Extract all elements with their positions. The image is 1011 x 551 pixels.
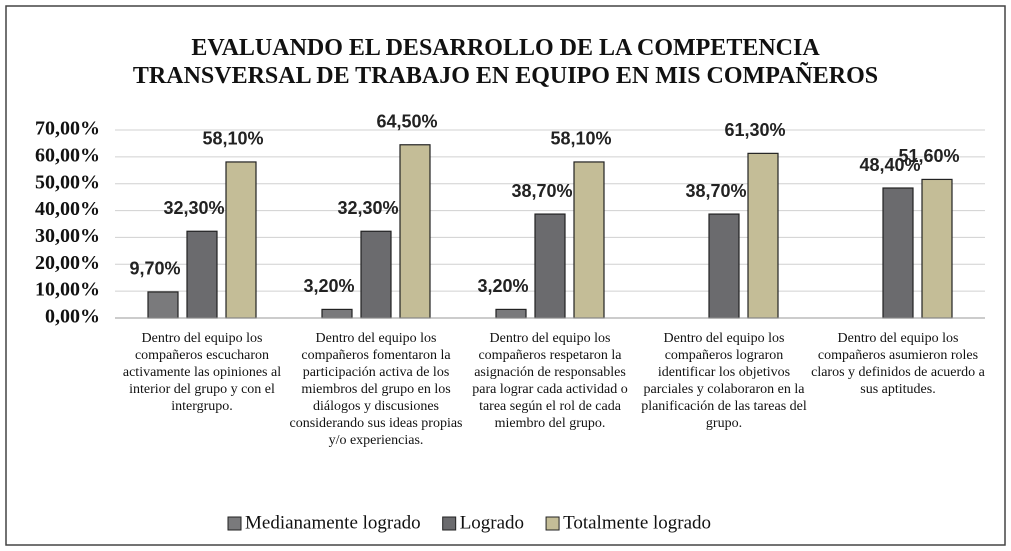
data-label: 32,30%	[163, 198, 224, 218]
legend-label: Logrado	[460, 512, 524, 533]
y-tick-label: 50,00%	[35, 171, 100, 193]
data-label: 32,30%	[337, 198, 398, 218]
x-tick-label: Dentro del equipo los compañeros lograro…	[641, 331, 807, 431]
data-label: 64,50%	[376, 112, 437, 132]
data-label: 3,20%	[303, 276, 354, 296]
bar	[225, 161, 257, 319]
x-tick-label: Dentro del equipo los compañeros respeta…	[472, 331, 628, 431]
bar	[321, 308, 353, 319]
x-tick-label: Dentro del equipo los compañeros escucha…	[122, 331, 282, 414]
chart-border	[5, 5, 1006, 546]
bar	[747, 152, 779, 319]
legend-label: Medianamente logrado	[245, 512, 421, 533]
bar	[186, 230, 218, 319]
data-label: 38,70%	[511, 181, 572, 201]
bar	[573, 161, 605, 319]
y-tick-label: 40,00%	[35, 198, 100, 220]
chart-title: EVALUANDO EL DESARROLLO DE LA COMPETENCI…	[132, 35, 879, 89]
bar	[921, 178, 953, 319]
bar	[360, 230, 392, 319]
data-label: 61,30%	[724, 120, 785, 140]
data-label: 58,10%	[550, 129, 611, 149]
y-tick-label: 0,00%	[45, 306, 100, 328]
bar	[495, 308, 527, 319]
data-label: 48,40%	[859, 155, 920, 175]
legend-swatch	[227, 516, 242, 531]
data-label: 9,70%	[129, 259, 180, 279]
y-tick-label: 70,00%	[35, 118, 100, 140]
bar	[534, 213, 566, 319]
data-label: 38,70%	[685, 181, 746, 201]
y-tick-label: 30,00%	[35, 225, 100, 247]
y-tick-label: 20,00%	[35, 252, 100, 274]
title-box: EVALUANDO EL DESARROLLO DE LA COMPETENCI…	[132, 35, 879, 89]
legend-swatch	[545, 516, 560, 531]
x-tick-label: Dentro del equipo los compañeros fomenta…	[289, 331, 463, 448]
y-tick-label: 60,00%	[35, 144, 100, 166]
bar	[147, 291, 179, 319]
data-label: 58,10%	[202, 129, 263, 149]
legend-swatch	[442, 516, 457, 531]
bar	[882, 187, 914, 319]
data-label: 51,60%	[898, 146, 959, 166]
legend-label: Totalmente logrado	[563, 512, 711, 533]
y-tick-label: 10,00%	[35, 279, 100, 301]
bar	[708, 213, 740, 319]
bar	[399, 144, 431, 319]
data-label: 3,20%	[477, 276, 528, 296]
x-tick-label: Dentro del equipo los compañeros asumier…	[811, 331, 985, 397]
